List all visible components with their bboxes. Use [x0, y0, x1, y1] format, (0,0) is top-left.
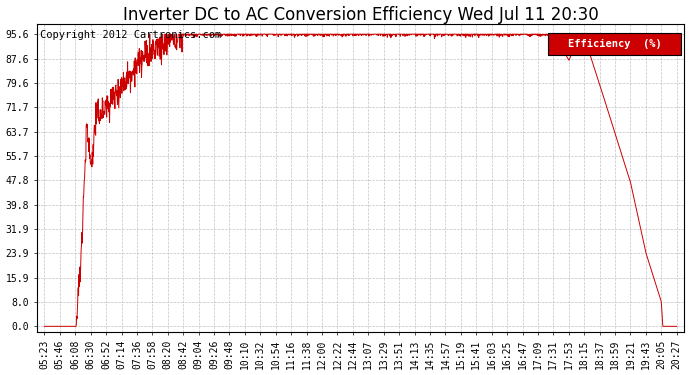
FancyBboxPatch shape [549, 33, 681, 55]
Text: Copyright 2012 Cartronics.com: Copyright 2012 Cartronics.com [40, 30, 221, 40]
Text: Efficiency  (%): Efficiency (%) [568, 39, 662, 49]
Title: Inverter DC to AC Conversion Efficiency Wed Jul 11 20:30: Inverter DC to AC Conversion Efficiency … [123, 6, 598, 24]
